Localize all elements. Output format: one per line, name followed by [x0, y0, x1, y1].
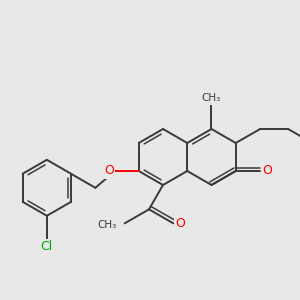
Text: O: O — [104, 164, 114, 178]
Text: Cl: Cl — [41, 240, 53, 253]
Text: CH₃: CH₃ — [202, 93, 221, 103]
Text: O: O — [176, 217, 185, 230]
Text: O: O — [262, 164, 272, 178]
Text: CH₃: CH₃ — [98, 220, 117, 230]
